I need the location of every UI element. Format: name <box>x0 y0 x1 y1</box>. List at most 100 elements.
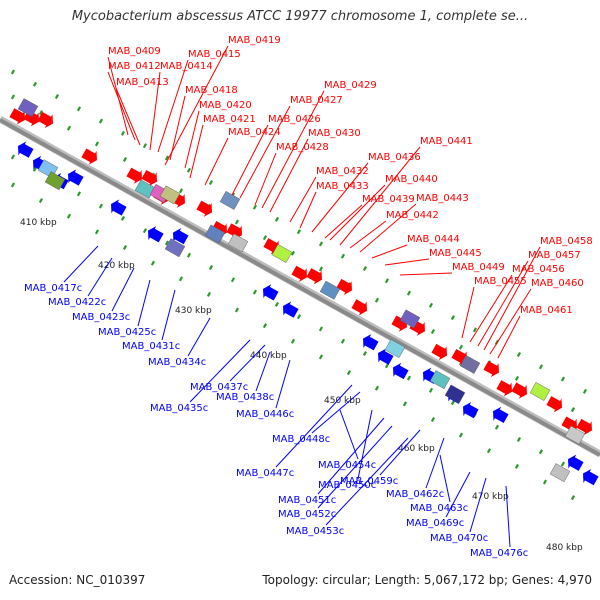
forward-gene-label[interactable]: MAB_0441 <box>420 136 473 147</box>
feature-block[interactable] <box>399 309 421 329</box>
feature-block[interactable] <box>444 384 466 404</box>
forward-gene-arrow[interactable] <box>290 263 311 284</box>
forward-gene-label[interactable]: MAB_0443 <box>416 193 469 204</box>
forward-gene-arrow[interactable] <box>495 378 516 399</box>
reverse-gene-label[interactable]: MAB_0425c <box>98 327 156 338</box>
reverse-gene-label[interactable]: MAB_0434c <box>148 357 206 368</box>
forward-gene-label[interactable]: MAB_0430 <box>308 128 361 139</box>
reverse-gene-label[interactable]: MAB_0452c <box>278 509 336 520</box>
reverse-gene-label[interactable]: MAB_0448c <box>272 434 330 445</box>
reverse-gene-label[interactable]: MAB_0435c <box>150 403 208 414</box>
reverse-gene-arrow[interactable] <box>107 197 128 218</box>
feature-block[interactable] <box>319 280 341 300</box>
forward-gene-arrow[interactable] <box>140 167 161 188</box>
forward-gene-arrow[interactable] <box>350 297 371 318</box>
forward-gene-arrow[interactable] <box>545 393 566 414</box>
feature-block[interactable] <box>529 382 551 401</box>
reverse-gene-arrow[interactable] <box>64 167 85 188</box>
forward-gene-label[interactable]: MAB_0449 <box>452 262 505 273</box>
reverse-gene-label[interactable]: MAB_0459c <box>340 476 398 487</box>
forward-gene-label[interactable]: MAB_0427 <box>290 95 343 106</box>
forward-gene-label[interactable]: MAB_0419 <box>228 35 281 46</box>
reverse-gene-label[interactable]: MAB_0463c <box>410 503 468 514</box>
reverse-gene-arrow[interactable] <box>259 282 280 303</box>
forward-gene-label[interactable]: MAB_0455 <box>474 276 527 287</box>
reverse-gene-label[interactable]: MAB_0431c <box>122 341 180 352</box>
reverse-gene-arrow[interactable] <box>359 332 380 353</box>
feature-block[interactable] <box>564 425 586 445</box>
forward-gene-arrow[interactable] <box>510 380 531 401</box>
forward-gene-arrow[interactable] <box>125 165 146 186</box>
feature-block[interactable] <box>429 370 451 390</box>
reverse-gene-label[interactable]: MAB_0454c <box>318 460 376 471</box>
reverse-gene-label[interactable]: MAB_0417c <box>24 283 82 294</box>
reverse-gene-arrow[interactable] <box>169 226 190 247</box>
reverse-gene-label[interactable]: MAB_0437c <box>190 382 248 393</box>
feature-block[interactable] <box>44 171 66 191</box>
forward-gene-label[interactable]: MAB_0433 <box>316 181 369 192</box>
reverse-gene-label[interactable]: MAB_0451c <box>278 495 336 506</box>
reverse-gene-arrow[interactable] <box>389 360 410 381</box>
reverse-gene-label[interactable]: MAB_0462c <box>386 489 444 500</box>
forward-gene-label[interactable]: MAB_0432 <box>316 166 369 177</box>
forward-gene-label[interactable]: MAB_0428 <box>276 142 329 153</box>
forward-gene-label[interactable]: MAB_0420 <box>199 100 252 111</box>
forward-gene-label[interactable]: MAB_0436 <box>368 152 421 163</box>
forward-gene-arrow[interactable] <box>482 358 503 379</box>
forward-gene-arrow[interactable] <box>8 106 29 127</box>
forward-gene-arrow[interactable] <box>195 198 216 219</box>
reverse-gene-arrow[interactable] <box>374 346 395 367</box>
reverse-gene-arrow[interactable] <box>279 299 300 320</box>
forward-gene-label[interactable]: MAB_0461 <box>520 305 573 316</box>
feature-block[interactable] <box>17 98 39 118</box>
forward-gene-label[interactable]: MAB_0424 <box>228 127 281 138</box>
reverse-gene-label[interactable]: MAB_0423c <box>72 312 130 323</box>
forward-gene-label[interactable]: MAB_0426 <box>268 114 321 125</box>
forward-gene-arrow[interactable] <box>335 276 356 297</box>
feature-block[interactable] <box>227 233 249 253</box>
forward-gene-arrow[interactable] <box>36 109 57 130</box>
forward-gene-label[interactable]: MAB_0456 <box>512 264 565 275</box>
reverse-gene-arrow[interactable] <box>144 224 165 245</box>
forward-gene-label[interactable]: MAB_0442 <box>386 210 439 221</box>
reverse-gene-label[interactable]: MAB_0447c <box>236 468 294 479</box>
reverse-gene-arrow[interactable] <box>459 400 480 421</box>
forward-gene-arrow[interactable] <box>305 265 326 286</box>
forward-gene-arrow[interactable] <box>430 341 451 362</box>
forward-gene-label[interactable]: MAB_0409 <box>108 46 161 57</box>
forward-gene-label[interactable]: MAB_0421 <box>203 114 256 125</box>
forward-gene-arrow[interactable] <box>575 416 596 437</box>
reverse-gene-label[interactable]: MAB_0450c <box>318 480 376 491</box>
reverse-gene-label[interactable]: MAB_0446c <box>236 409 294 420</box>
feature-block[interactable] <box>159 185 181 205</box>
forward-gene-arrow[interactable] <box>225 221 246 242</box>
feature-block[interactable] <box>219 191 241 210</box>
reverse-gene-label[interactable]: MAB_0453c <box>286 526 344 537</box>
feature-block[interactable] <box>204 224 226 244</box>
forward-gene-label[interactable]: MAB_0445 <box>429 248 482 259</box>
forward-gene-label[interactable]: MAB_0457 <box>528 250 581 261</box>
feature-block[interactable] <box>549 463 571 483</box>
forward-gene-label[interactable]: MAB_0440 <box>385 174 438 185</box>
forward-gene-label[interactable]: MAB_0418 <box>185 85 238 96</box>
reverse-gene-arrow[interactable] <box>579 467 600 488</box>
feature-block[interactable] <box>384 339 406 358</box>
forward-gene-label[interactable]: MAB_0444 <box>407 234 460 245</box>
reverse-gene-arrow[interactable] <box>14 139 35 160</box>
forward-gene-label[interactable]: MAB_0458 <box>540 236 593 247</box>
forward-gene-label[interactable]: MAB_0413 <box>116 77 169 88</box>
reverse-gene-label[interactable]: MAB_0422c <box>48 297 106 308</box>
feature-block[interactable] <box>271 244 293 263</box>
feature-block[interactable] <box>459 355 481 374</box>
reverse-gene-label[interactable]: MAB_0470c <box>430 533 488 544</box>
forward-gene-label[interactable]: MAB_0412 <box>108 61 161 72</box>
reverse-gene-label[interactable]: MAB_0438c <box>216 392 274 403</box>
reverse-gene-arrow[interactable] <box>489 404 510 425</box>
reverse-gene-label[interactable]: MAB_0476c <box>470 548 528 559</box>
forward-gene-label[interactable]: MAB_0439 <box>362 194 415 205</box>
reverse-gene-arrow[interactable] <box>564 452 585 473</box>
reverse-gene-label[interactable]: MAB_0469c <box>406 518 464 529</box>
forward-gene-label[interactable]: MAB_0460 <box>531 278 584 289</box>
forward-gene-label[interactable]: MAB_0429 <box>324 80 377 91</box>
